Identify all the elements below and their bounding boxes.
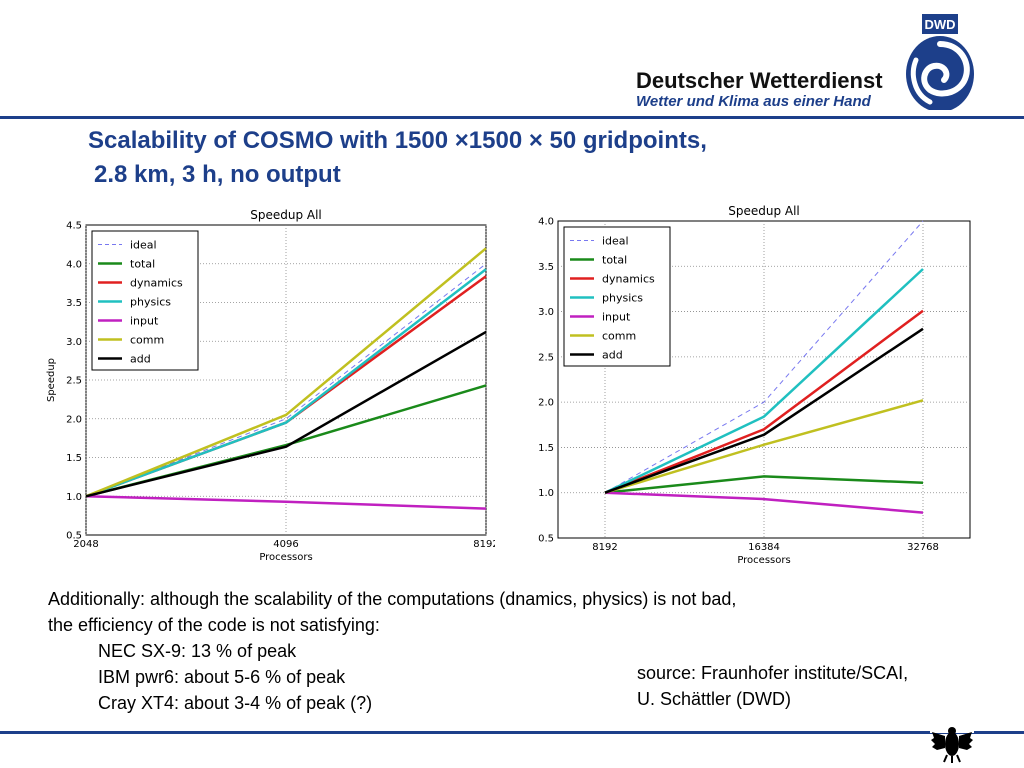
chart1-y-tick-label: 3.0 (538, 307, 554, 318)
federal-eagle-icon (930, 727, 974, 763)
chart1-y-tick-label: 2.0 (538, 398, 554, 409)
chart1-legend-label-physics: physics (602, 292, 643, 305)
chart0-y-tick-label: 1.5 (66, 453, 82, 464)
chart1-legend-label-dynamics: dynamics (602, 273, 655, 286)
chart0-title: Speedup All (250, 208, 322, 222)
chart1-legend-label-input: input (602, 311, 631, 324)
bottom-rule (0, 731, 1024, 734)
note-item-cray: Cray XT4: about 3-4 % of peak (?) (98, 693, 373, 713)
chart1-legend-label-total: total (602, 254, 627, 267)
chart1-x-tick-label: 32768 (907, 542, 939, 553)
logo-tagline: Wetter und Klima aus einer Hand (636, 93, 871, 110)
chart1-series-line-comm (604, 399, 924, 494)
chart0-y-tick-label: 0.5 (66, 531, 82, 542)
chart1-legend-label-ideal: ideal (602, 235, 629, 248)
chart1-title: Speedup All (728, 204, 800, 218)
chart0-legend-label-total: total (130, 258, 155, 271)
chart0-series-line-input (85, 495, 487, 510)
source-line-2: U. Schättler (DWD) (637, 689, 792, 709)
chart1-series-line-total (604, 475, 924, 494)
note-item-ibm: IBM pwr6: about 5-6 % of peak (98, 667, 346, 687)
chart1-y-tick-label: 4.0 (538, 217, 554, 228)
chart1-y-tick-label: 3.5 (538, 262, 554, 273)
chart0-series-line-comm (85, 247, 487, 498)
chart1-series-line-physics (604, 268, 924, 494)
chart1-x-tick-label: 16384 (748, 542, 780, 553)
chart0-x-axis-label: Processors (259, 552, 312, 563)
chart1-legend-label-comm: comm (602, 330, 636, 343)
title-line-1: Scalability of COSMO with 1500 ×1500 × 5… (88, 127, 707, 154)
note-line-2: the efficiency of the code is not satisf… (48, 615, 380, 635)
chart1-legend-label-add: add (602, 349, 623, 362)
chart0-y-tick-label: 1.0 (66, 492, 82, 503)
title-line-2: 2.8 km, 3 h, no output (94, 161, 341, 188)
chart1-x-axis-label: Processors (737, 555, 790, 566)
chart0-x-tick-label: 4096 (273, 539, 298, 550)
chart0-legend-label-physics: physics (130, 296, 171, 309)
chart0-series-line-add (85, 330, 487, 498)
chart1-x-tick-label: 8192 (592, 542, 617, 553)
dwd-logo: DWD Deutscher Wetterdienst Wetter und Kl… (630, 10, 1020, 110)
chart0-y-tick-label: 4.0 (66, 259, 82, 270)
note-line-1: Additionally: although the scalability o… (48, 589, 737, 609)
source-line-1: source: Fraunhofer institute/SCAI, (637, 663, 909, 683)
note-item-nec: NEC SX-9: 13 % of peak (98, 641, 297, 661)
chart0-y-tick-label: 3.5 (66, 298, 82, 309)
chart0-legend-label-dynamics: dynamics (130, 277, 183, 290)
top-rule (0, 116, 1024, 119)
chart0-y-axis-label: Speedup (46, 358, 57, 402)
source-text: source: Fraunhofer institute/SCAI, U. Sc… (637, 660, 908, 712)
chart1-y-tick-label: 1.5 (538, 443, 554, 454)
chart1-series-line-dynamics (604, 309, 924, 494)
chart1-series-line-input (604, 491, 924, 514)
chart0-legend-label-input: input (130, 315, 159, 328)
slide-title: Scalability of COSMO with 1500 ×1500 × 5… (88, 124, 707, 192)
chart1-y-tick-label: 2.5 (538, 352, 554, 363)
chart1-y-tick-label: 0.5 (538, 534, 554, 545)
dwd-emblem-icon: DWD (906, 14, 974, 110)
speedup-chart-left: Speedup All 0.5 1.0 1.5 2.0 2.5 3.0 3.5 4.0 4.5 20… (46, 208, 495, 563)
chart0-y-tick-label: 3.0 (66, 337, 82, 348)
chart0-legend-label-add: add (130, 353, 151, 366)
chart0-x-tick-label: 8192 (473, 539, 495, 550)
notes-text: Additionally: although the scalability o… (48, 586, 736, 716)
speedup-chart-right: Speedup All 0.5 1.0 1.5 2.0 2.5 3.0 3.5 4.0 8192 1… (538, 204, 971, 566)
chart1-series-line-ideal (604, 220, 924, 494)
chart0-y-tick-label: 2.0 (66, 414, 82, 425)
chart0-y-tick-label: 4.5 (66, 221, 82, 232)
chart0-x-tick-label: 2048 (73, 539, 98, 550)
logo-badge-text: DWD (924, 17, 955, 32)
chart1-y-tick-label: 1.0 (538, 488, 554, 499)
logo-name: Deutscher Wetterdienst (636, 68, 883, 93)
chart0-y-tick-label: 2.5 (66, 376, 82, 387)
chart1-series-line-add (604, 327, 924, 494)
chart0-legend-label-ideal: ideal (130, 239, 157, 252)
chart0-series-line-physics (85, 268, 487, 498)
chart0-legend-label-comm: comm (130, 334, 164, 347)
